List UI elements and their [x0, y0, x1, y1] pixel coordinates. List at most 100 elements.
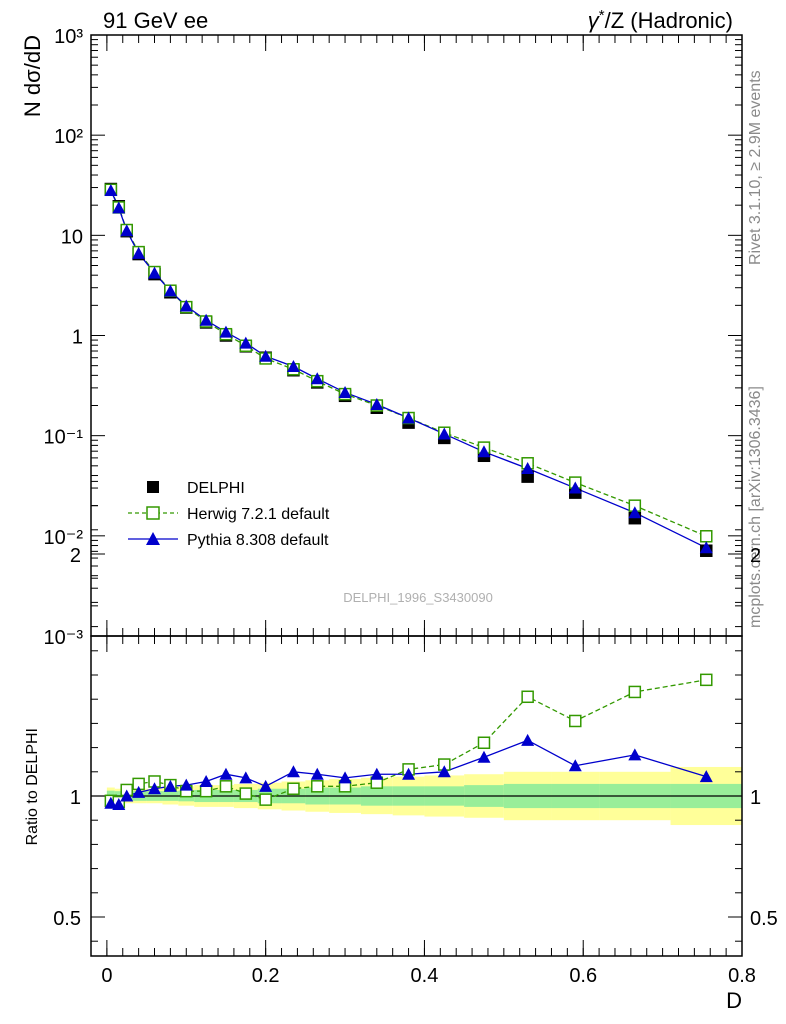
ratio-herwig-point [569, 714, 582, 728]
pythia-point [199, 313, 213, 326]
ratio-pythia-point [437, 765, 451, 778]
pythia-point [286, 360, 300, 373]
rivet-label: Rivet 3.1.10, ≥ 2.9M events [747, 70, 764, 265]
ratio-pythia-point [310, 767, 324, 780]
ratio-pythia-point [120, 789, 134, 802]
mcplots-label: mcplots.cern.ch [arXiv:1306.3436] [747, 386, 764, 628]
ratio-xtick-label: 0 [101, 965, 112, 987]
pythia-point [239, 336, 253, 349]
ratio-ylabel: Ratio to DELPHI [24, 728, 41, 845]
ratio-pythia-point [219, 767, 233, 780]
pythia-line [110, 190, 707, 549]
main-ytick-label: 10⁻³ [44, 627, 84, 649]
ratio-ytick-label-right: 2 [750, 545, 761, 567]
main-ylabel: N dσ/dD [20, 35, 45, 117]
ratio-pythia-point [148, 782, 162, 795]
ratio-herwig-point [477, 736, 491, 750]
pythia-point [402, 411, 416, 424]
ratio-pythia-point [568, 759, 582, 772]
ratio-ytick-label-right: 0.5 [750, 908, 778, 930]
pythia-point [148, 266, 162, 279]
ratio-pythia-point [370, 767, 384, 780]
legend: DELPHI Herwig 7.2.1 default Pythia 8.308… [128, 480, 330, 549]
ratio-series [104, 673, 713, 810]
axis-ticks [90, 34, 743, 956]
main-ytick-label: 10² [54, 126, 83, 148]
ratio-pythia-point [699, 770, 713, 783]
pythia-point [338, 385, 352, 398]
ratio-pythia-point [239, 771, 253, 784]
pythia-point [112, 201, 126, 214]
header-right-star: * [599, 7, 605, 24]
herwig-point [700, 530, 713, 543]
ratio-xtick-label: 0.8 [728, 965, 756, 987]
legend-delphi-label: DELPHI [187, 480, 245, 497]
ratio-herwig-point [199, 784, 213, 798]
pythia-point [104, 184, 118, 197]
ratio-xtick-label: 0.4 [411, 965, 439, 987]
pythia-point [132, 246, 146, 259]
ratio-herwig-point [219, 780, 233, 793]
pythia-point [179, 299, 193, 312]
header-left: 91 GeV ee [103, 8, 208, 33]
legend-pythia-label: Pythia 8.308 default [187, 532, 329, 549]
ratio-herwig-point [521, 690, 534, 704]
main-ytick-label: 1 [72, 327, 83, 349]
ratio-pythia-point [199, 774, 213, 787]
xlabel: D [726, 988, 742, 1013]
ratio-pythia-line [110, 739, 707, 806]
ratio-ytick-label-right: 1 [750, 787, 761, 809]
legend-herwig-marker [146, 506, 160, 520]
header-right-rest: /Z (Hadronic) [605, 8, 733, 33]
ratio-pythia-point [402, 767, 416, 780]
header-right: γ*/Z (Hadronic) [588, 7, 733, 33]
analysis-watermark: DELPHI_1996_S3430090 [343, 590, 493, 605]
ratio-pythia-point [179, 778, 193, 791]
pythia-point [521, 462, 535, 475]
main-ytick-label: 10⁻¹ [44, 427, 84, 449]
header-right-gamma: γ [588, 8, 601, 33]
ratio-herwig-point [259, 793, 272, 806]
ratio-herwig-point [700, 673, 713, 687]
pythia-point [259, 349, 273, 362]
ratio-pythia-point [112, 797, 126, 810]
pythia-point [699, 541, 713, 554]
ratio-pythia-point [163, 779, 177, 792]
ratio-ytick-label: 2 [70, 545, 81, 567]
pythia-point [370, 397, 384, 410]
pythia-point [628, 506, 642, 519]
ratio-pythia-point [477, 750, 491, 763]
ratio-pythia-point [259, 779, 273, 792]
main-series [104, 182, 713, 557]
pythia-point [163, 284, 177, 297]
ratio-xtick-label: 0.6 [569, 965, 597, 987]
main-ytick-label: 10³ [54, 26, 83, 48]
legend-pythia-marker [146, 532, 160, 545]
ratio-pythia-point [132, 785, 146, 798]
ratio-herwig-point [287, 782, 300, 795]
ratio-herwig-point [311, 780, 324, 793]
pythia-point [568, 481, 582, 494]
pythia-point [310, 372, 324, 385]
legend-delphi-marker [147, 481, 159, 493]
ratio-herwig-line [110, 679, 707, 803]
tick-labels: 10⁻³ 10⁻² 10⁻¹ 1 10 10² 10³ 0 0.2 0.4 0.6 0.8 0.5 0.5… [44, 26, 778, 987]
ratio-herwig-point [628, 685, 642, 699]
main-ytick-label: 10 [61, 226, 83, 248]
ratio-pythia-point [521, 733, 535, 746]
ratio-ytick-label: 0.5 [53, 908, 81, 930]
main-ytick-label: 10⁻² [44, 527, 84, 549]
pythia-point [219, 325, 233, 338]
ratio-xtick-label: 0.2 [252, 965, 280, 987]
ratio-pythia-point [338, 771, 352, 784]
pythia-point [120, 224, 134, 237]
legend-herwig-label: Herwig 7.2.1 default [187, 506, 330, 523]
ratio-pythia-point [104, 796, 118, 809]
pythia-point [477, 445, 491, 458]
herwig-line [110, 189, 707, 537]
ratio-ytick-label: 1 [70, 787, 81, 809]
ratio-herwig-point [239, 787, 253, 800]
ratio-pythia-point [628, 748, 642, 761]
pythia-point [437, 427, 451, 440]
